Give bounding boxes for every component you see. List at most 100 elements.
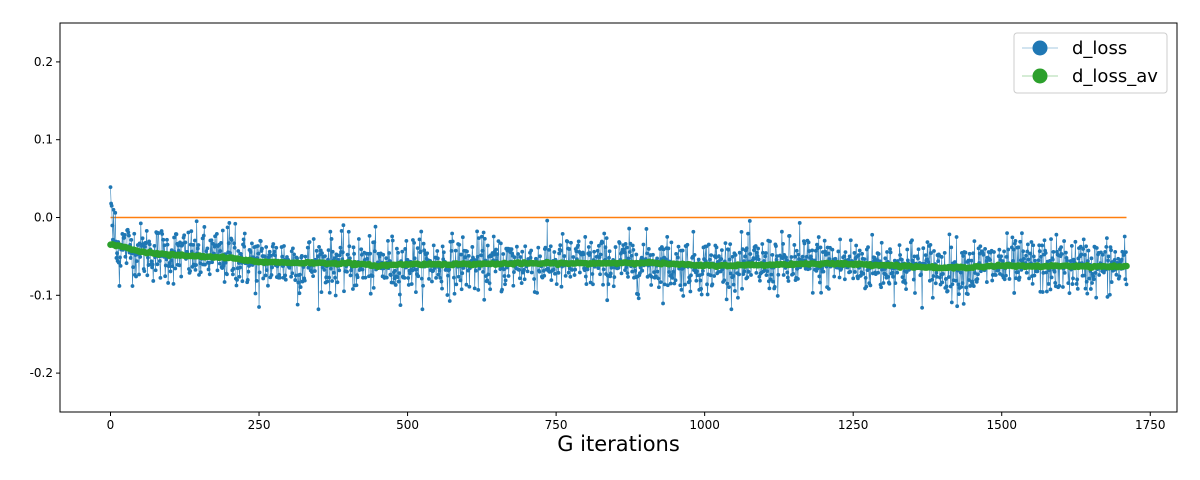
d-loss-point (246, 269, 251, 274)
d-loss-point (943, 277, 948, 281)
d-loss-point (651, 252, 655, 257)
d-loss-point (608, 274, 613, 279)
d-loss-point (726, 247, 731, 252)
d-loss-point (689, 273, 693, 278)
d-loss-point (1001, 259, 1005, 264)
d-loss-point (418, 249, 423, 254)
d-loss-point (169, 258, 174, 263)
d-loss-point (334, 253, 339, 258)
d-loss-point (498, 241, 503, 246)
d-loss-point (586, 245, 591, 249)
d-loss-point (1019, 267, 1024, 272)
d-loss-point (905, 258, 910, 263)
d-loss-point (1084, 244, 1088, 249)
d-loss-point (160, 232, 165, 236)
d-loss-point (543, 245, 548, 250)
d-loss-point (774, 244, 778, 248)
d-loss-point (1036, 258, 1041, 263)
d-loss-point (854, 243, 859, 248)
d-loss-point (245, 278, 250, 282)
d-loss-point (214, 231, 219, 236)
y-tick-label: 0.1 (34, 133, 53, 147)
d-loss-av-point (1123, 262, 1130, 270)
d-loss-point (787, 233, 792, 238)
d-loss-point (669, 240, 674, 245)
d-loss-point (188, 269, 193, 273)
d-loss-point (1044, 289, 1049, 294)
d-loss-point (566, 270, 571, 275)
d-loss-point (408, 271, 412, 276)
d-loss-point (1075, 277, 1080, 282)
d-loss-point (1011, 258, 1015, 263)
d-loss-point (796, 276, 800, 281)
d-loss-point (454, 282, 459, 287)
d-loss-point (1031, 254, 1036, 259)
d-loss-point (558, 243, 563, 248)
d-loss-point (404, 239, 409, 243)
x-tick-label: 1000 (689, 418, 720, 432)
d-loss-point (699, 292, 704, 297)
d-loss-point (542, 273, 547, 278)
d-loss-point (430, 279, 434, 284)
d-loss-point (459, 252, 463, 257)
d-loss-point (605, 298, 610, 303)
d-loss-point (447, 299, 452, 303)
d-loss-point (897, 243, 902, 248)
d-loss-point (257, 305, 261, 309)
d-loss-point (519, 281, 524, 285)
d-loss-point (264, 268, 269, 273)
d-loss-point (210, 241, 215, 246)
d-loss-point (325, 279, 330, 284)
d-loss-point (731, 274, 736, 278)
d-loss-point (1004, 254, 1009, 259)
d-loss-point (708, 273, 713, 278)
d-loss-point (481, 270, 485, 274)
d-loss-point (162, 243, 167, 248)
d-loss-point (1012, 291, 1017, 295)
d-loss-point (463, 255, 468, 260)
d-loss-point (625, 271, 630, 276)
d-loss-point (123, 254, 128, 259)
d-loss-point (611, 284, 616, 289)
d-loss-point (283, 273, 288, 278)
d-loss-point (1040, 243, 1045, 248)
d-loss-point (352, 251, 356, 256)
d-loss-point (138, 255, 143, 259)
y-tick-label: 0.2 (34, 55, 53, 69)
d-loss-point (515, 244, 519, 249)
d-loss-point (924, 257, 929, 262)
d-loss-point (163, 263, 168, 268)
d-loss-point (465, 249, 469, 254)
d-loss-point (203, 262, 207, 267)
x-tick-label: 750 (545, 418, 568, 432)
d-loss-point (568, 274, 573, 279)
d-loss-point (1097, 273, 1102, 277)
d-loss-point (781, 273, 786, 277)
d-loss-point (645, 251, 649, 256)
d-loss-point (938, 275, 942, 280)
d-loss-point (516, 252, 520, 256)
d-loss-point (818, 245, 823, 250)
d-loss-point (1112, 258, 1117, 262)
d-loss-point (644, 227, 649, 231)
d-loss-point (365, 256, 370, 261)
d-loss-point (1075, 286, 1080, 291)
d-loss-point (314, 248, 319, 253)
d-loss-point (307, 240, 312, 244)
d-loss-point (1122, 252, 1127, 257)
d-loss-point (603, 245, 608, 250)
d-loss-point (338, 245, 343, 250)
d-loss-point (337, 253, 342, 258)
d-loss-point (558, 248, 563, 253)
d-loss-point (652, 270, 657, 274)
d-loss-point (807, 249, 812, 253)
d-loss-point (523, 244, 528, 249)
d-loss-point (116, 260, 121, 265)
d-loss-point (373, 224, 378, 229)
d-loss-point (363, 275, 368, 280)
y-tick-label: 0.0 (34, 211, 53, 225)
plot-area (107, 185, 1130, 312)
d-loss-point (234, 283, 239, 288)
d-loss-point (393, 283, 398, 287)
d-loss-point (1049, 275, 1054, 280)
